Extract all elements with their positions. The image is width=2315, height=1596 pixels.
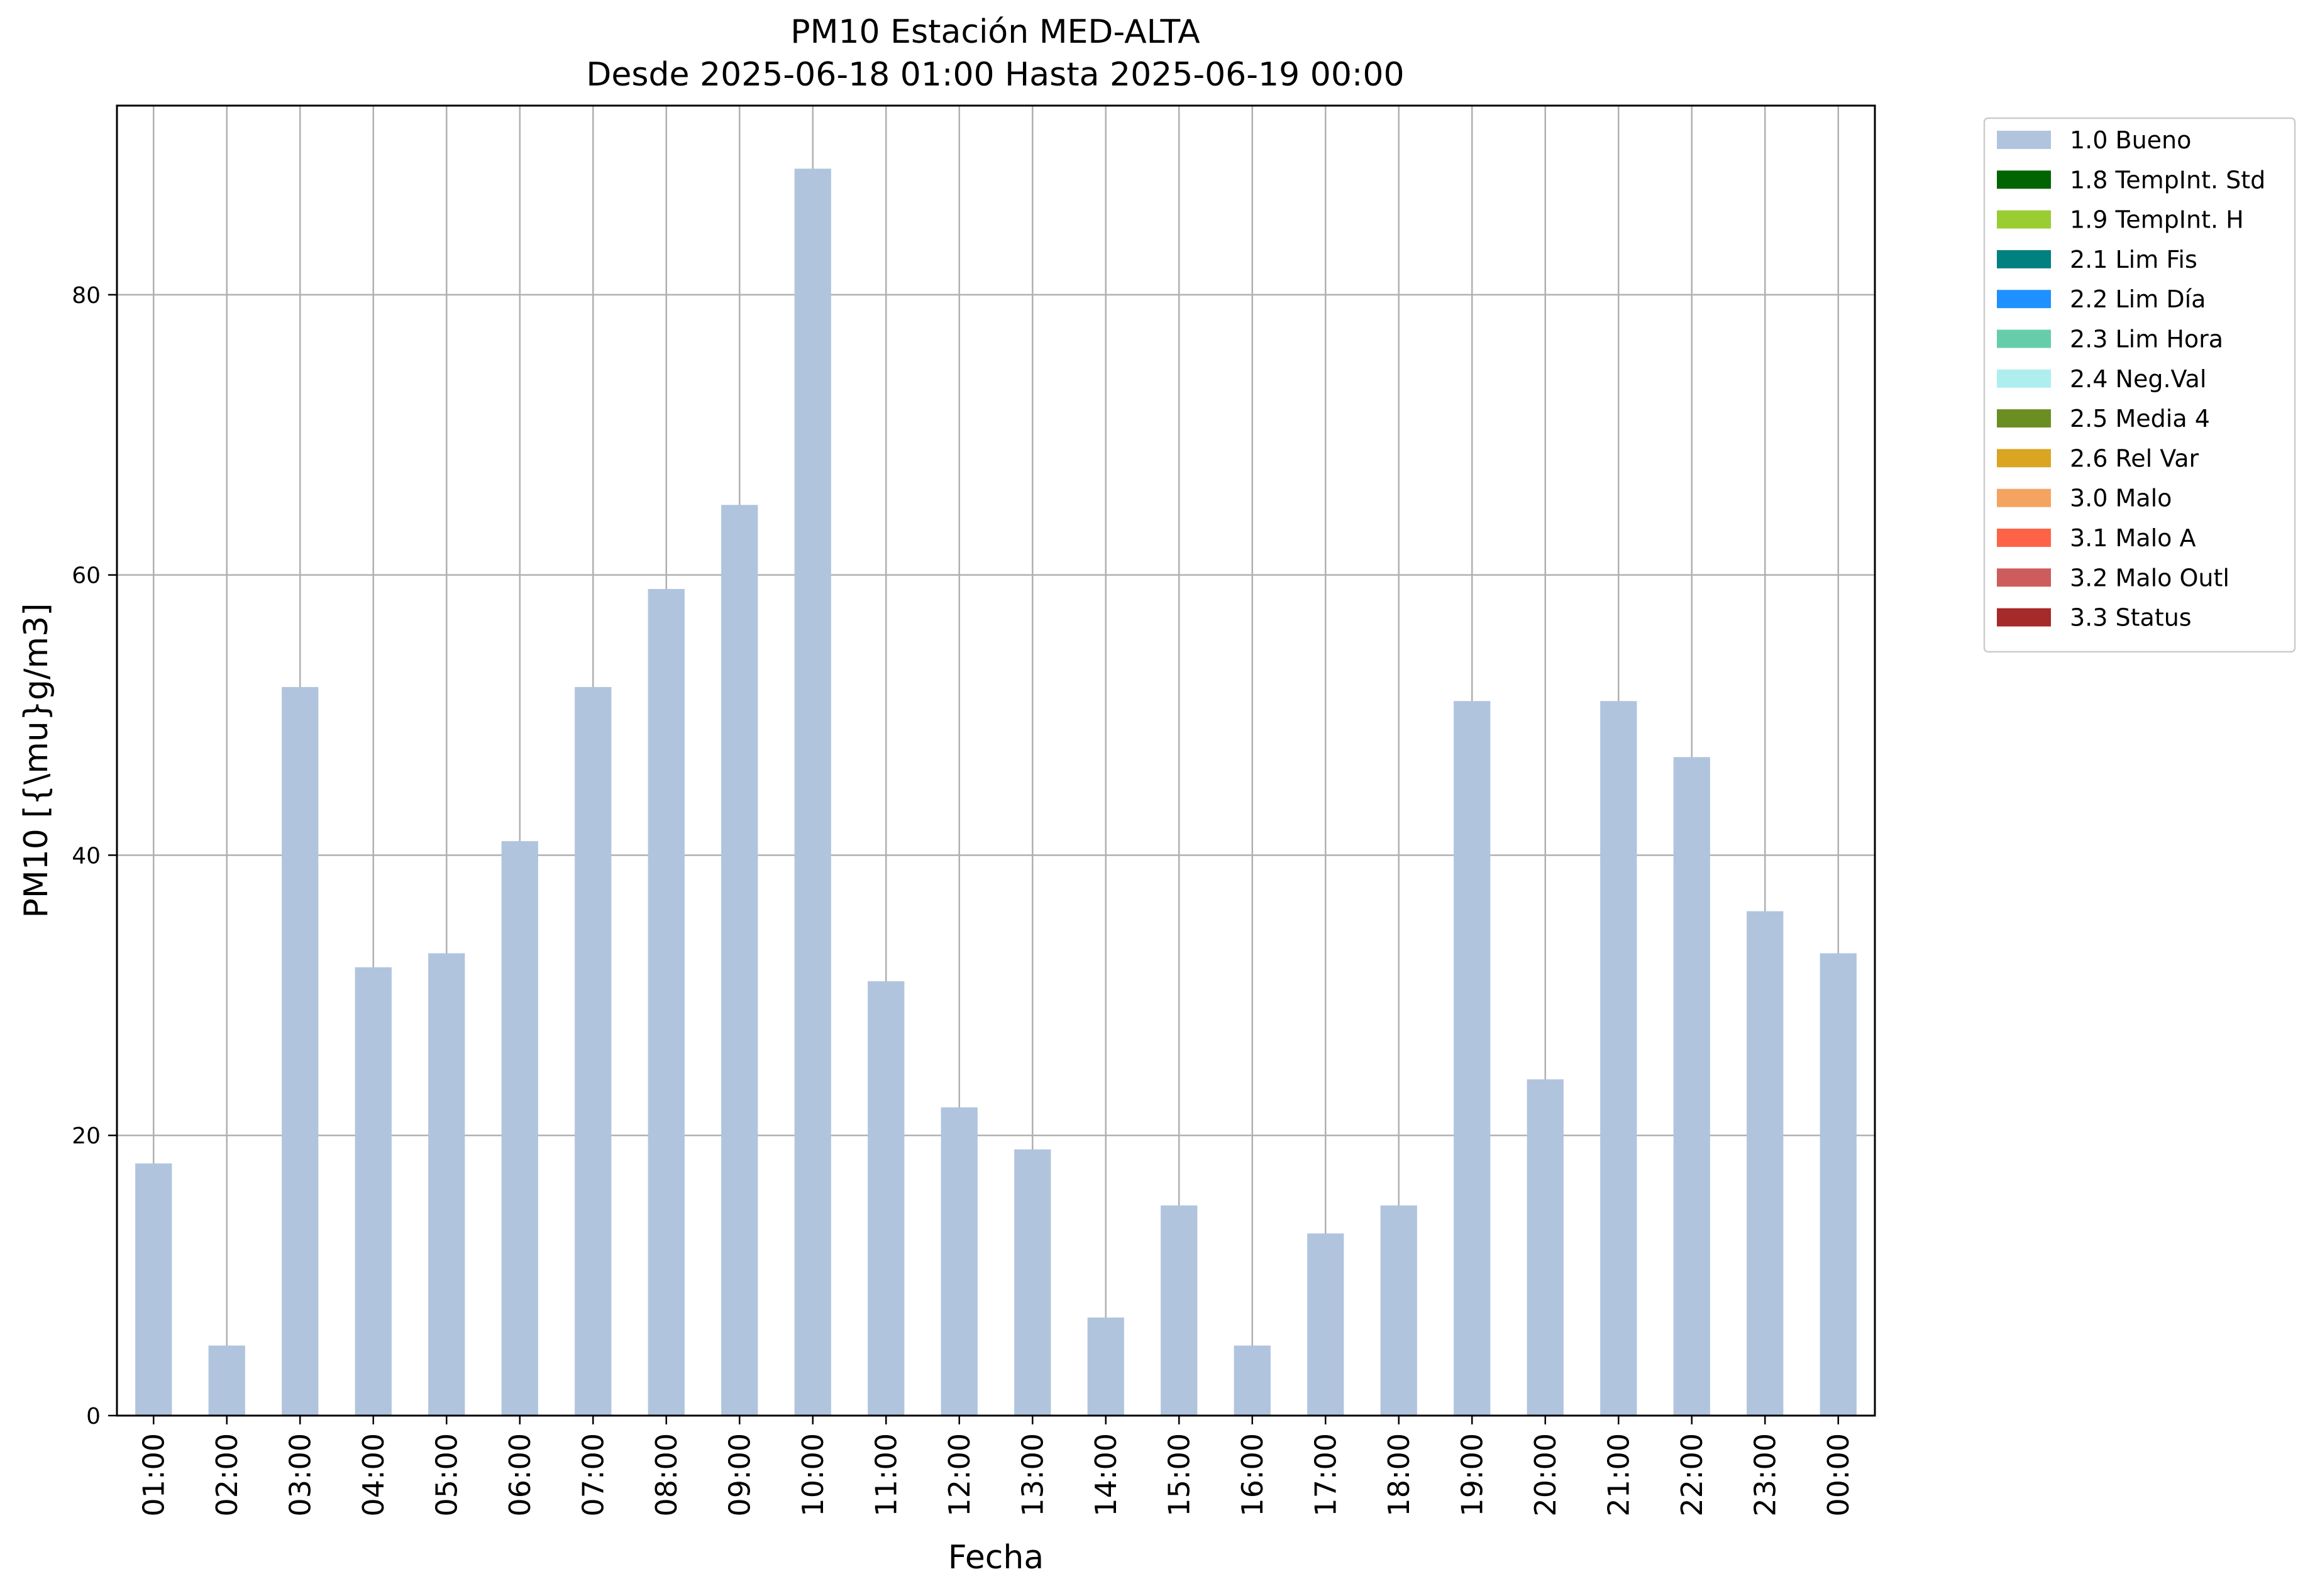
- x-tick-label: 03:00: [283, 1433, 317, 1517]
- x-tick-label: 08:00: [649, 1433, 683, 1517]
- legend-entry: 2.1 Lim Fis: [2070, 246, 2197, 273]
- legend-swatch: [1997, 131, 2051, 149]
- x-tick-label: 21:00: [1601, 1433, 1635, 1517]
- x-tick-label: 05:00: [429, 1433, 463, 1517]
- x-tick-label: 20:00: [1528, 1433, 1562, 1517]
- y-tick-label: 20: [72, 1123, 101, 1149]
- y-tick-label: 0: [86, 1404, 101, 1429]
- legend-swatch: [1997, 488, 2051, 507]
- x-tick-label: 09:00: [722, 1433, 756, 1517]
- bar: [648, 588, 685, 1416]
- x-tick-label: 04:00: [356, 1433, 390, 1517]
- x-tick-label: 19:00: [1455, 1433, 1489, 1517]
- x-tick-label: 18:00: [1382, 1433, 1416, 1517]
- legend-entry: 2.4 Neg.Val: [2070, 365, 2206, 393]
- y-tick-label: 60: [72, 563, 101, 589]
- bar: [1380, 1205, 1417, 1416]
- bar: [1673, 757, 1710, 1416]
- y-axis: 0 20 40 60 80: [72, 283, 117, 1429]
- bar: [575, 686, 612, 1416]
- bar: [868, 981, 905, 1416]
- legend-entry: 3.0 Malo: [2070, 485, 2172, 512]
- bar: [1454, 701, 1491, 1416]
- x-axis-label: Fecha: [948, 1539, 1044, 1577]
- legend-swatch: [1997, 210, 2051, 229]
- legend-swatch: [1997, 409, 2051, 428]
- legend-swatch: [1997, 329, 2051, 348]
- legend-swatch: [1997, 608, 2051, 627]
- chart-title: PM10 Estación MED-ALTA: [790, 13, 1200, 51]
- x-tick-label: 14:00: [1089, 1433, 1123, 1517]
- legend-swatch: [1997, 449, 2051, 468]
- bar: [1747, 911, 1784, 1416]
- y-tick-label: 40: [72, 843, 101, 869]
- bar: [1087, 1317, 1124, 1416]
- x-tick-label: 13:00: [1015, 1433, 1049, 1517]
- x-tick-label: 10:00: [796, 1433, 830, 1517]
- legend-entry: 3.3 Status: [2070, 604, 2192, 632]
- legend-entry: 2.5 Media 4: [2070, 405, 2210, 432]
- x-tick-label: 15:00: [1162, 1433, 1196, 1517]
- x-axis: 01:00 02:00 03:00 04:00 05:00 06:00 07:00 08:00…: [136, 1416, 1855, 1517]
- legend-entry: 3.1 Malo A: [2070, 524, 2196, 552]
- bar: [1820, 953, 1857, 1416]
- y-tick-label: 80: [72, 283, 101, 309]
- legend-swatch: [1997, 529, 2051, 547]
- legend-swatch: [1997, 568, 2051, 587]
- bar: [1234, 1345, 1271, 1416]
- bar: [1307, 1233, 1344, 1416]
- legend-entry: 1.8 TempInt. Std: [2070, 166, 2265, 194]
- legend-swatch: [1997, 290, 2051, 309]
- legend-entry: 2.2 Lim Día: [2070, 285, 2206, 313]
- bar: [721, 505, 758, 1416]
- bar: [1527, 1079, 1564, 1416]
- bar: [135, 1163, 172, 1416]
- bar: [941, 1107, 978, 1416]
- legend: 1.0 Bueno 1.8 TempInt. Std 1.9 TempInt. H 2…: [1983, 117, 2296, 653]
- x-tick-label: 22:00: [1675, 1433, 1709, 1517]
- legend-entry: 1.9 TempInt. H: [2070, 206, 2244, 234]
- y-axis-label: PM10 [{\mu}g/m3]: [18, 603, 55, 918]
- x-tick-label: 12:00: [942, 1433, 976, 1517]
- bar: [501, 841, 538, 1416]
- legend-entry: 2.6 Rel Var: [2070, 444, 2199, 472]
- legend-entry: 2.3 Lim Hora: [2070, 326, 2223, 353]
- bar: [1600, 701, 1637, 1416]
- bar: [794, 168, 831, 1416]
- chart-subtitle: Desde 2025-06-18 01:00 Hasta 2025-06-19 …: [586, 56, 1404, 94]
- x-tick-label: 11:00: [869, 1433, 903, 1517]
- x-tick-label: 01:00: [136, 1433, 170, 1517]
- legend-swatch: [1997, 250, 2051, 268]
- legend-swatch: [1997, 170, 2051, 189]
- bar: [428, 953, 465, 1416]
- x-tick-label: 06:00: [503, 1433, 537, 1517]
- bar: [355, 967, 392, 1416]
- x-tick-label: 16:00: [1235, 1433, 1269, 1517]
- plot-area: [116, 104, 1876, 1417]
- bar: [208, 1345, 245, 1416]
- legend-entry: 3.2 Malo Outl: [2070, 564, 2229, 592]
- bar: [1014, 1149, 1051, 1416]
- legend-box: [1983, 117, 2296, 653]
- legend-entry: 1.0 Bueno: [2070, 126, 2191, 154]
- x-tick-label: 17:00: [1308, 1433, 1342, 1517]
- bar: [1161, 1205, 1198, 1416]
- x-tick-label: 00:00: [1821, 1433, 1855, 1517]
- x-tick-label: 07:00: [576, 1433, 610, 1517]
- x-tick-label: 23:00: [1748, 1433, 1782, 1517]
- x-tick-label: 02:00: [210, 1433, 244, 1517]
- bar: [282, 686, 319, 1416]
- legend-swatch: [1997, 369, 2051, 388]
- bars: [135, 168, 1857, 1416]
